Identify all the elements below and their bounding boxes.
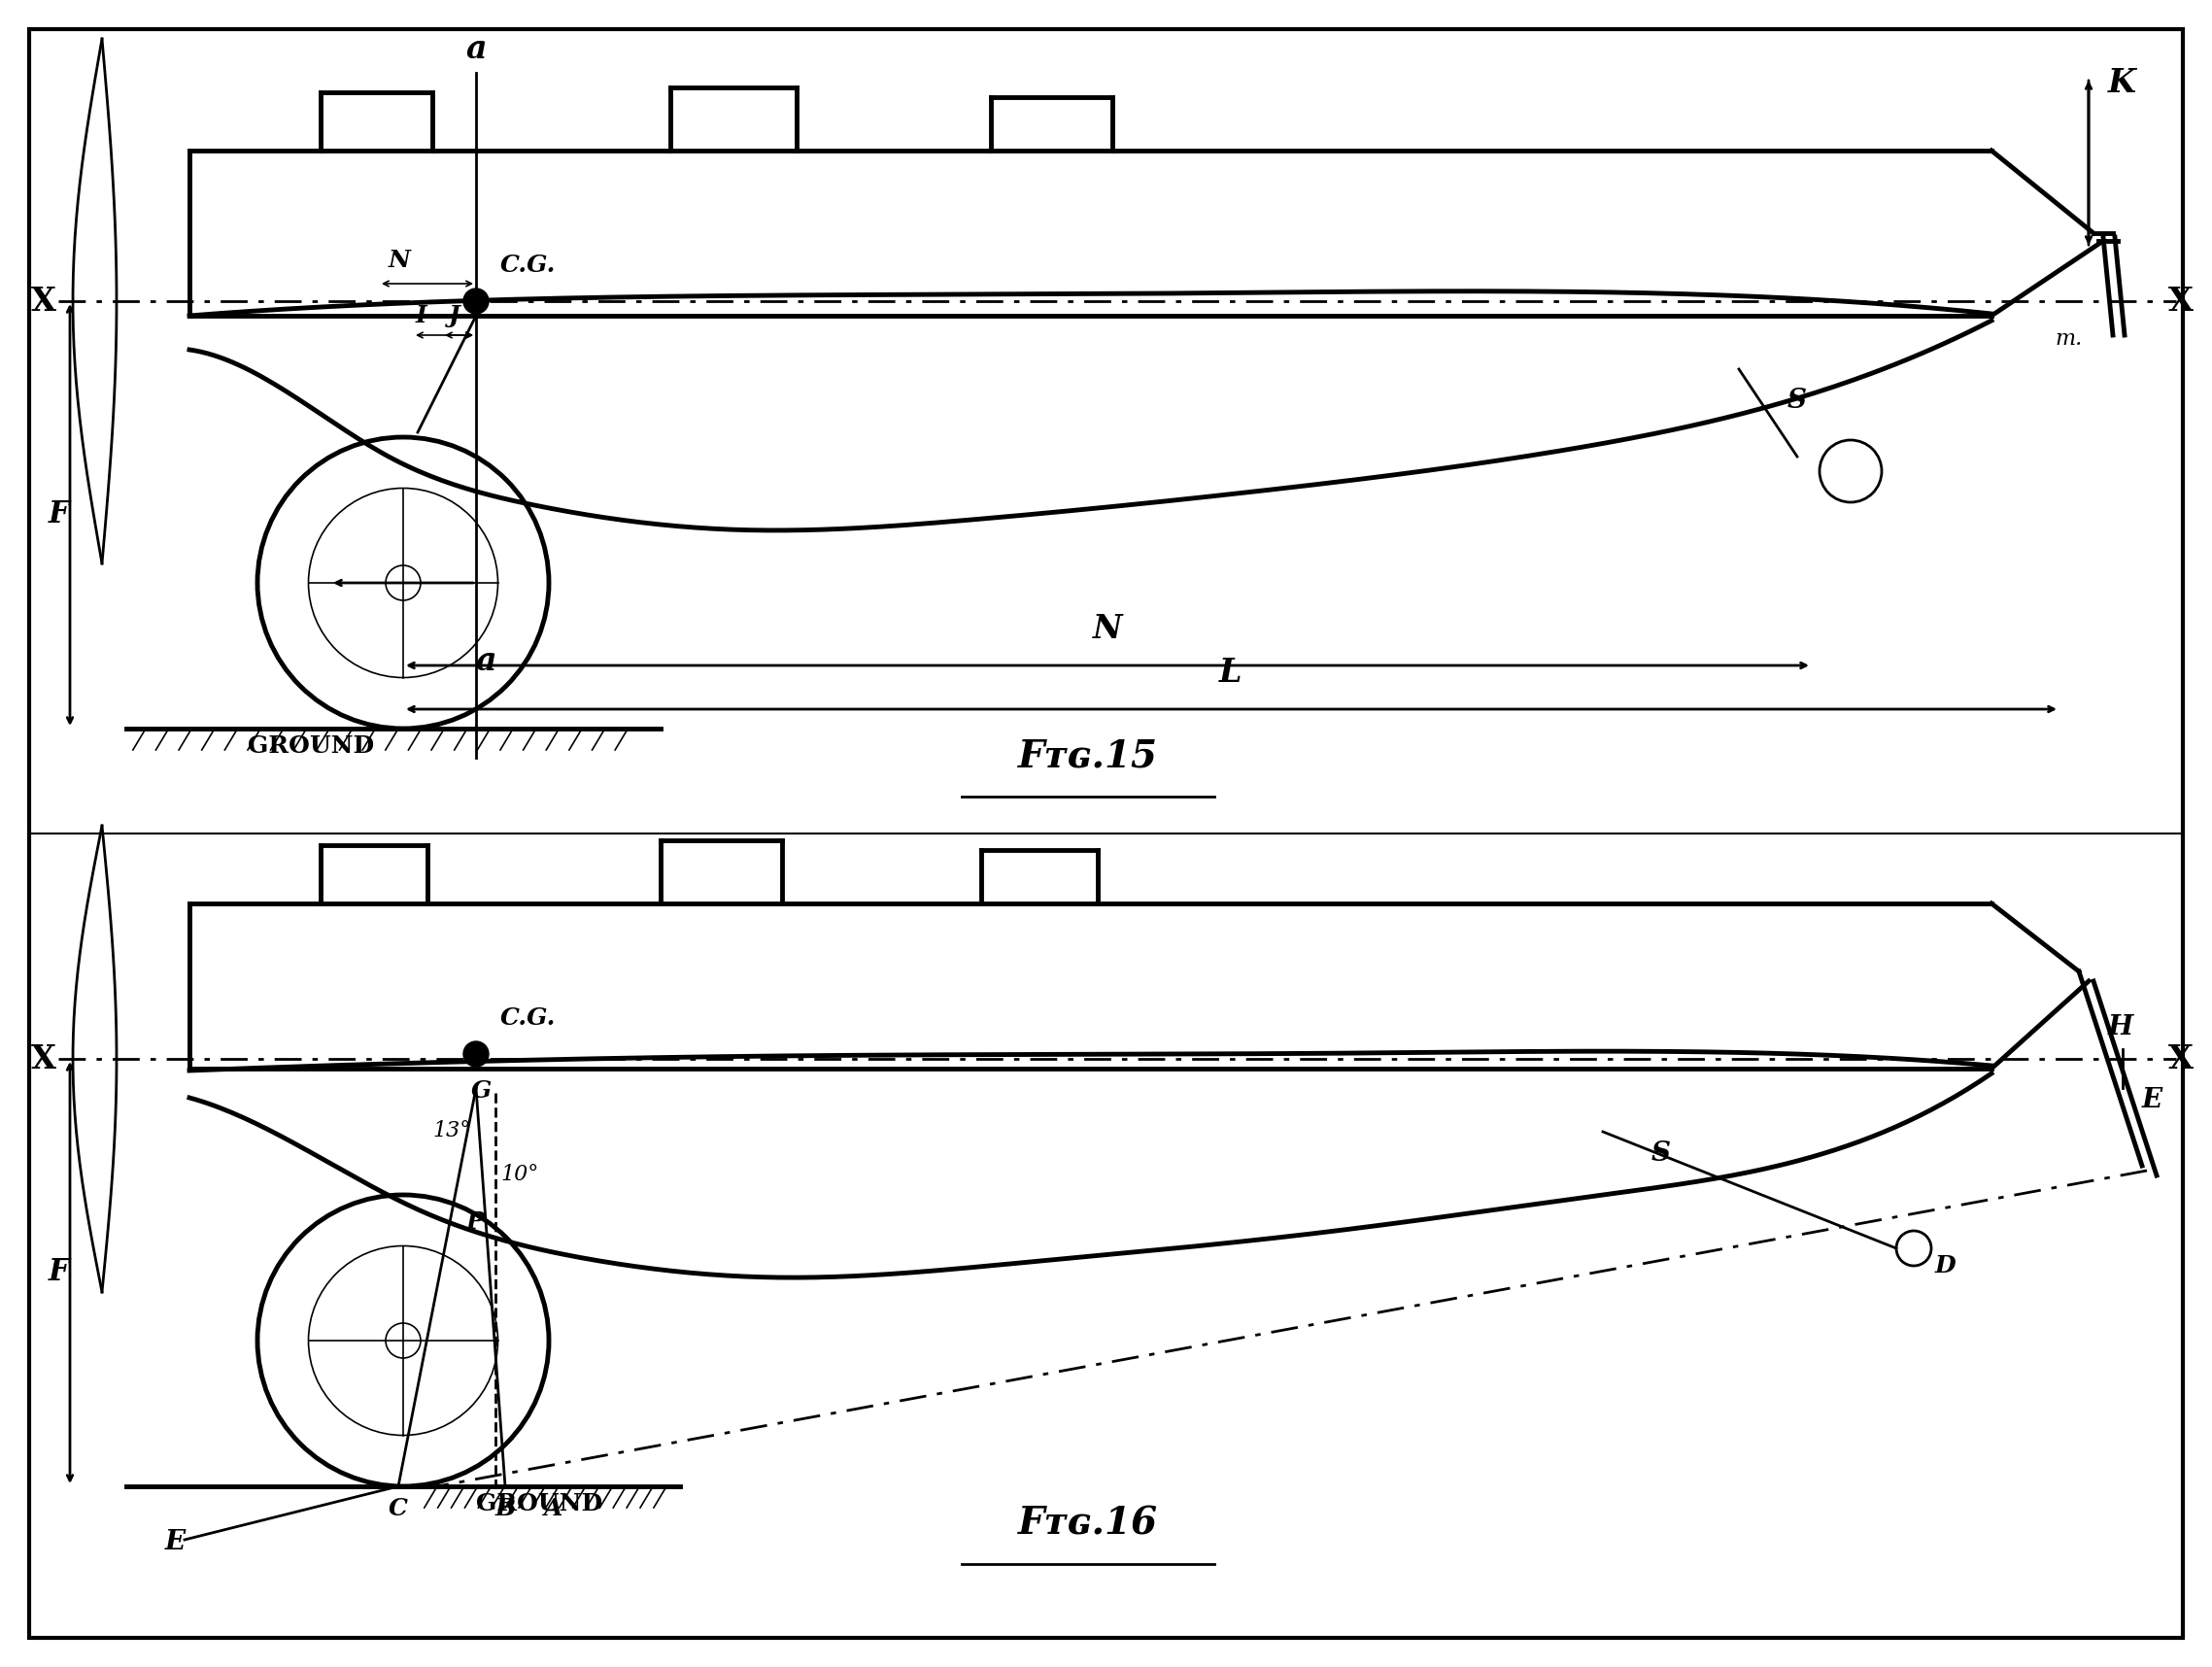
Text: P: P [467, 1210, 484, 1234]
Text: X: X [2168, 1044, 2194, 1075]
Circle shape [462, 288, 489, 313]
Text: D: D [1936, 1254, 1955, 1277]
Text: B: B [495, 1497, 515, 1520]
Text: F: F [49, 1257, 69, 1287]
Text: a: a [465, 33, 487, 65]
Text: S: S [1652, 1140, 1670, 1167]
Text: F: F [49, 500, 69, 530]
Text: H: H [2108, 1014, 2135, 1040]
Text: J: J [449, 303, 460, 327]
Text: E: E [2141, 1087, 2163, 1114]
Text: L: L [1219, 657, 1243, 688]
Text: G: G [471, 1079, 491, 1102]
Text: C.G.: C.G. [500, 1007, 555, 1030]
Text: 10°: 10° [500, 1164, 538, 1185]
Text: a: a [476, 645, 495, 677]
Text: Fᴛɢ.16: Fᴛɢ.16 [1018, 1505, 1157, 1542]
Text: K: K [2108, 67, 2137, 98]
Text: E: E [166, 1529, 186, 1555]
Text: C: C [389, 1497, 407, 1520]
Text: X: X [31, 285, 55, 317]
Text: GROUND: GROUND [248, 735, 374, 758]
Text: A: A [544, 1497, 562, 1520]
Text: I: I [416, 303, 427, 327]
Text: N: N [1093, 613, 1121, 645]
Text: X: X [31, 1044, 55, 1075]
Text: N: N [389, 248, 411, 272]
Text: Fᴛɢ.15: Fᴛɢ.15 [1018, 738, 1157, 775]
Text: S: S [1787, 388, 1807, 413]
Text: GROUND: GROUND [476, 1492, 602, 1515]
Text: X: X [2168, 285, 2194, 317]
Circle shape [462, 1042, 489, 1067]
Text: C.G.: C.G. [500, 253, 555, 277]
Text: m.: m. [2055, 328, 2081, 350]
Text: 13°: 13° [431, 1120, 471, 1142]
